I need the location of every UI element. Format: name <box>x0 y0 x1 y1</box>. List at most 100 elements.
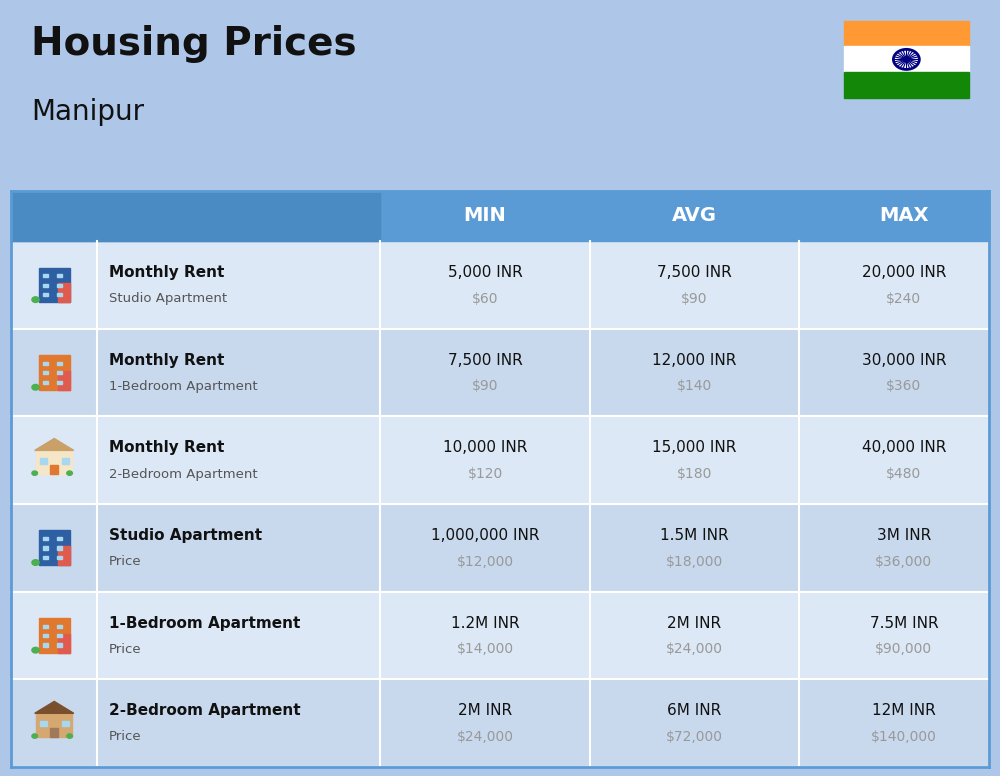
Text: $360: $360 <box>886 379 921 393</box>
FancyBboxPatch shape <box>40 459 47 463</box>
Text: $14,000: $14,000 <box>456 643 514 656</box>
FancyBboxPatch shape <box>57 371 62 374</box>
FancyBboxPatch shape <box>43 537 48 540</box>
Text: $240: $240 <box>886 292 921 306</box>
Text: MIN: MIN <box>464 206 506 226</box>
Circle shape <box>32 471 37 476</box>
Circle shape <box>67 471 72 476</box>
Circle shape <box>32 647 39 653</box>
FancyBboxPatch shape <box>39 268 70 302</box>
Text: Housing Prices: Housing Prices <box>31 25 357 63</box>
FancyBboxPatch shape <box>43 371 48 374</box>
Text: 5,000 INR: 5,000 INR <box>448 265 522 280</box>
Text: Price: Price <box>109 730 142 743</box>
Polygon shape <box>35 702 74 713</box>
FancyBboxPatch shape <box>39 618 70 653</box>
Text: 10,000 INR: 10,000 INR <box>443 440 527 456</box>
FancyBboxPatch shape <box>57 293 62 296</box>
Text: Monthly Rent: Monthly Rent <box>109 265 224 280</box>
Text: $180: $180 <box>677 467 712 481</box>
Text: Manipur: Manipur <box>31 98 144 126</box>
Circle shape <box>903 57 909 62</box>
Text: $140,000: $140,000 <box>871 730 937 744</box>
Text: Monthly Rent: Monthly Rent <box>109 352 224 368</box>
FancyBboxPatch shape <box>43 634 48 637</box>
FancyBboxPatch shape <box>43 293 48 296</box>
Text: 7,500 INR: 7,500 INR <box>448 352 522 368</box>
Circle shape <box>32 296 39 303</box>
Text: $36,000: $36,000 <box>875 555 932 569</box>
Text: 1-Bedroom Apartment: 1-Bedroom Apartment <box>109 615 300 631</box>
Text: 12M INR: 12M INR <box>872 703 936 719</box>
FancyBboxPatch shape <box>844 72 969 98</box>
Text: MAX: MAX <box>879 206 929 226</box>
FancyBboxPatch shape <box>57 643 62 646</box>
Text: $480: $480 <box>886 467 921 481</box>
FancyBboxPatch shape <box>62 459 69 463</box>
Polygon shape <box>35 438 74 450</box>
Text: $90: $90 <box>472 379 498 393</box>
Text: 40,000 INR: 40,000 INR <box>862 440 946 456</box>
FancyBboxPatch shape <box>11 191 97 241</box>
Circle shape <box>67 734 72 738</box>
Text: 12,000 INR: 12,000 INR <box>652 352 737 368</box>
FancyBboxPatch shape <box>11 241 989 329</box>
FancyBboxPatch shape <box>39 531 70 565</box>
FancyBboxPatch shape <box>11 591 989 679</box>
Text: 1.2M INR: 1.2M INR <box>451 615 519 631</box>
Text: 3M INR: 3M INR <box>877 528 931 543</box>
FancyBboxPatch shape <box>36 450 72 474</box>
Text: AVG: AVG <box>672 206 717 226</box>
Text: 7.5M INR: 7.5M INR <box>870 615 938 631</box>
FancyBboxPatch shape <box>844 21 969 47</box>
FancyBboxPatch shape <box>43 625 48 628</box>
Text: Studio Apartment: Studio Apartment <box>109 293 227 305</box>
Circle shape <box>32 559 39 566</box>
Text: 2M INR: 2M INR <box>458 703 512 719</box>
Text: Price: Price <box>109 555 142 568</box>
FancyBboxPatch shape <box>11 504 989 591</box>
Text: $12,000: $12,000 <box>456 555 514 569</box>
FancyBboxPatch shape <box>43 380 48 383</box>
Circle shape <box>32 734 37 738</box>
FancyBboxPatch shape <box>11 191 989 241</box>
Text: Studio Apartment: Studio Apartment <box>109 528 262 543</box>
Text: Price: Price <box>109 643 142 656</box>
FancyBboxPatch shape <box>58 371 70 390</box>
FancyBboxPatch shape <box>57 634 62 637</box>
Text: $18,000: $18,000 <box>666 555 723 569</box>
FancyBboxPatch shape <box>57 380 62 383</box>
Text: $24,000: $24,000 <box>457 730 514 744</box>
FancyBboxPatch shape <box>58 283 70 302</box>
FancyBboxPatch shape <box>50 465 58 474</box>
FancyBboxPatch shape <box>11 329 989 417</box>
FancyBboxPatch shape <box>43 546 48 549</box>
FancyBboxPatch shape <box>57 362 62 365</box>
FancyBboxPatch shape <box>58 546 70 565</box>
FancyBboxPatch shape <box>43 643 48 646</box>
Text: $24,000: $24,000 <box>666 643 723 656</box>
FancyBboxPatch shape <box>43 283 48 286</box>
FancyBboxPatch shape <box>43 274 48 277</box>
Text: 2-Bedroom Apartment: 2-Bedroom Apartment <box>109 468 258 480</box>
Text: Monthly Rent: Monthly Rent <box>109 440 224 456</box>
Text: $90,000: $90,000 <box>875 643 932 656</box>
FancyBboxPatch shape <box>57 537 62 540</box>
FancyBboxPatch shape <box>11 679 989 767</box>
FancyBboxPatch shape <box>97 191 380 241</box>
FancyBboxPatch shape <box>58 634 70 653</box>
Text: 20,000 INR: 20,000 INR <box>862 265 946 280</box>
Text: $90: $90 <box>681 292 708 306</box>
Text: 15,000 INR: 15,000 INR <box>652 440 737 456</box>
FancyBboxPatch shape <box>57 274 62 277</box>
FancyBboxPatch shape <box>43 556 48 559</box>
FancyBboxPatch shape <box>43 362 48 365</box>
FancyBboxPatch shape <box>57 556 62 559</box>
Text: 30,000 INR: 30,000 INR <box>862 352 946 368</box>
Text: 2-Bedroom Apartment: 2-Bedroom Apartment <box>109 703 301 719</box>
Text: 7,500 INR: 7,500 INR <box>657 265 732 280</box>
FancyBboxPatch shape <box>844 47 969 72</box>
Circle shape <box>32 384 39 390</box>
Text: $140: $140 <box>677 379 712 393</box>
FancyBboxPatch shape <box>62 721 69 726</box>
